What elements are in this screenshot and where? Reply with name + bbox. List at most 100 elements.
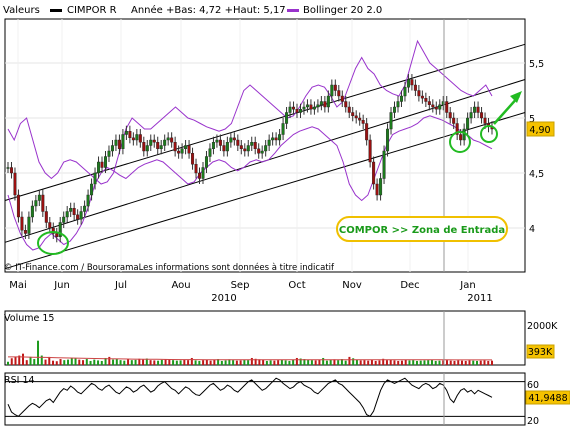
candle-body [323,101,327,108]
entry-circle-dec [449,131,471,153]
candle-body [142,141,146,152]
candle-body [476,106,480,113]
candle-body [6,167,10,169]
trend-arrow-head [510,91,522,103]
x-axis-labels: Mai Jun Jul Aou Sep Oct Nov Dec Jan [9,280,475,291]
candle-body [365,123,369,141]
candle-body [292,106,296,110]
volume-bar [491,360,493,365]
candle-body [107,150,111,157]
candle-body [372,161,376,185]
volume-bar [40,355,43,365]
candle-body [243,148,247,152]
volume-bar [430,359,433,365]
candle-body [16,194,20,218]
volume-bar [97,360,100,365]
volume-bar [333,359,336,365]
candle-body [298,108,302,113]
volume-bar [412,360,415,365]
candle-body [103,156,107,168]
volume-bar [408,360,411,365]
volume-bar [468,360,471,365]
candle-body [204,156,208,168]
volume-bar [258,359,261,365]
candle-body [246,145,250,152]
volume-bar [299,358,302,365]
volume-bar [340,359,343,365]
candle-body [253,141,257,149]
candle-body [257,148,261,154]
candle-body [180,148,184,154]
candle-body [441,101,445,105]
header-label: Valeurs [3,5,40,16]
volume-bar [374,360,377,365]
entry-circle-may [37,231,69,255]
candle-body [459,134,463,141]
volume-bar [115,359,118,365]
header-bollinger: Bollinger 20 2.0 [303,5,382,16]
candle-body [354,115,358,119]
candle-body [58,222,62,238]
candles-group [6,74,494,243]
volume-bar [322,357,325,365]
volume-bar [78,359,81,365]
volume-bar [18,355,21,365]
candle-body [264,145,268,152]
candle-body [159,145,163,149]
candle-body [90,183,94,196]
candle-body [93,172,97,185]
volume-bar [202,360,205,365]
price-y-tick-label: 5,5 [529,59,544,70]
candle-body [281,123,285,135]
candle-body [166,137,170,141]
volume-bar [442,360,445,365]
volume-bar [183,359,186,365]
candle-body [97,161,101,174]
candle-body [215,139,219,143]
candle-body [121,134,125,150]
volume-bar [48,356,51,365]
volume-bar [145,358,148,365]
candle-body [37,194,41,201]
annotation-box [336,216,508,242]
volume-bar [419,360,422,365]
candle-body [20,216,24,231]
volume-bar [472,360,475,365]
volume-bar [288,360,291,365]
candle-body [222,145,226,152]
volume-bar [220,360,223,365]
volume-bar [310,360,313,365]
candle-body [295,108,299,113]
candle-body [48,222,52,229]
volume-bar [59,359,62,365]
volume-bar [457,360,460,365]
volume-ma-line [8,356,492,361]
volume-bar [25,360,28,365]
volume-bar [460,360,463,365]
candle-body [368,139,372,163]
volume-bar [22,353,25,365]
x-month-label: Nov [342,280,362,291]
candle-body [86,194,90,207]
volume-bar [273,360,276,365]
volume-bar [232,360,235,365]
candle-body [445,101,449,113]
rsi-line [7,377,493,417]
candle-body [156,141,160,149]
volume-bar [205,359,208,365]
volume-bar [292,359,295,365]
candle-body [424,97,428,102]
volume-bar [44,359,47,365]
candle-body [358,117,362,121]
candle-body [191,152,195,165]
candle-body [396,101,400,108]
volume-bar [93,359,96,365]
volume-title: Volume 15 [4,313,54,324]
volume-bar [235,360,238,365]
volume-bar [179,360,182,365]
candle-body [316,104,320,108]
candle-body [431,104,435,108]
volume-bar [55,361,58,365]
candle-body [30,205,34,218]
rsi-tick-20: 20 [527,416,539,427]
